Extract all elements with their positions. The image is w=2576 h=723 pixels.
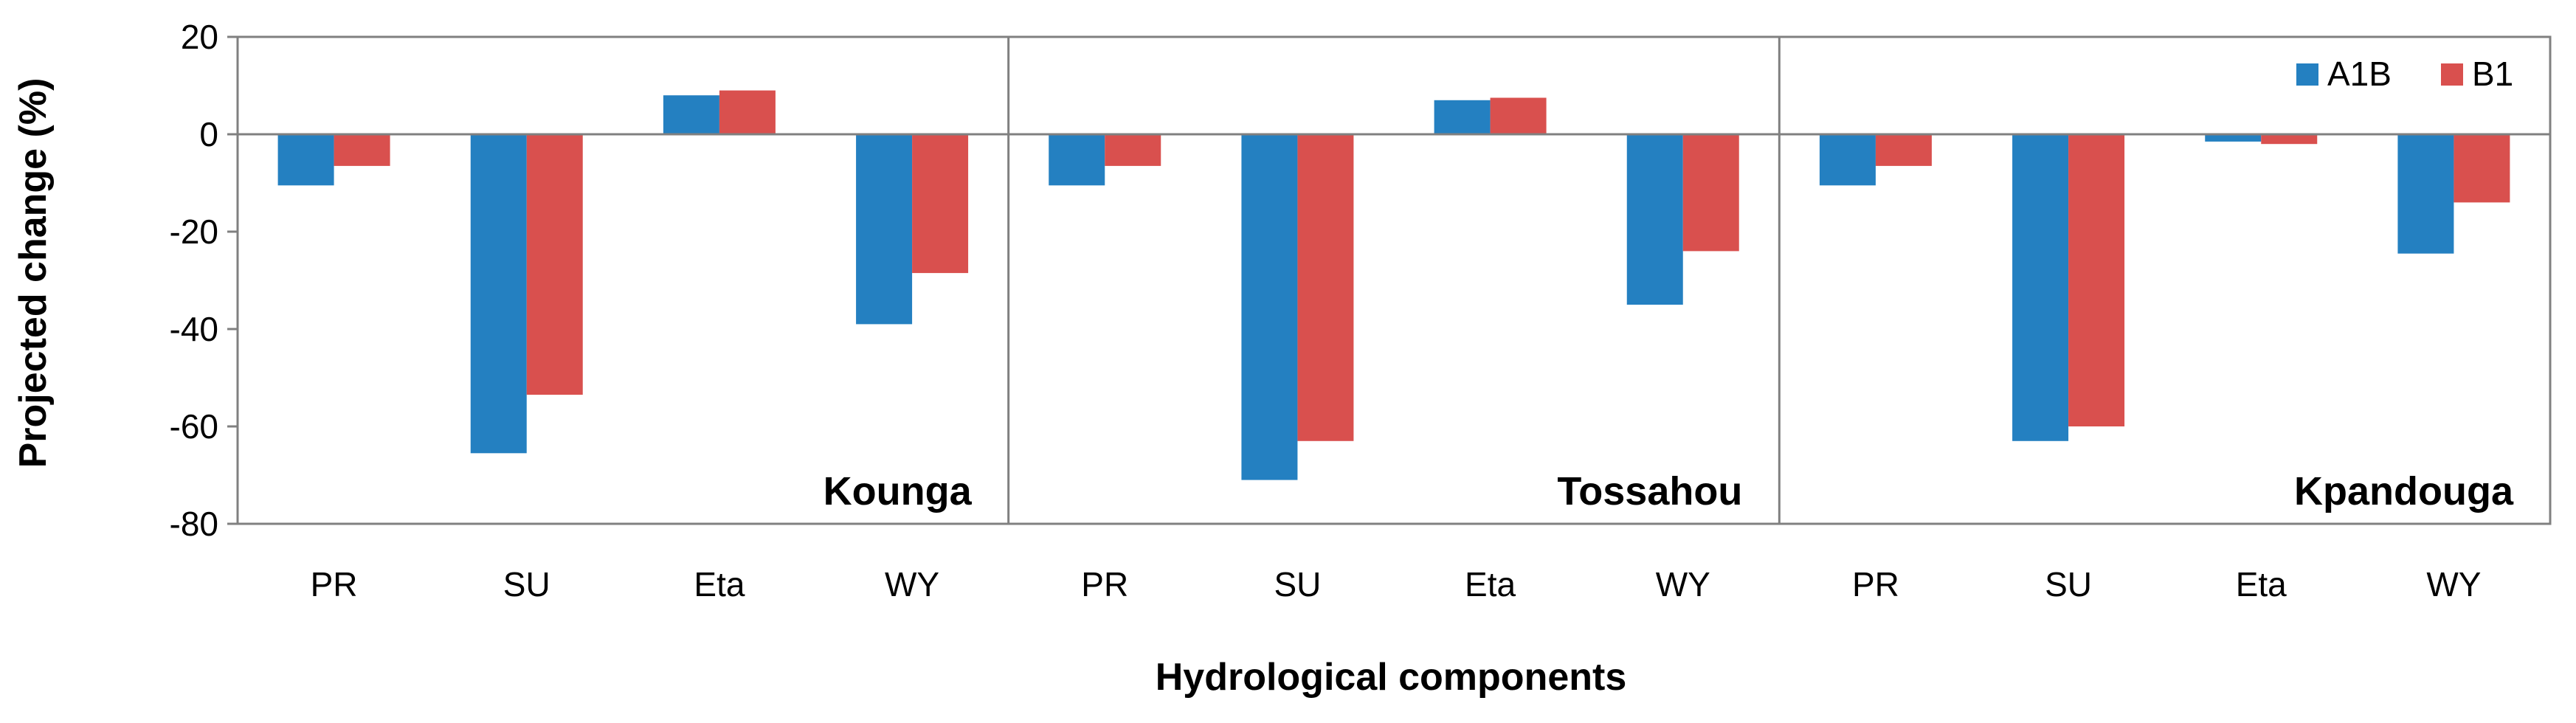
legend: A1B B1 bbox=[2296, 55, 2513, 93]
bar-tossahou-eta-a1b bbox=[1434, 100, 1491, 134]
bar-kounga-wy-a1b bbox=[856, 134, 913, 325]
category-labels: PR SU Eta WY PR SU Eta WY PR SU Eta WY bbox=[311, 565, 2482, 603]
bar-kpandouga-eta-a1b bbox=[2205, 134, 2262, 142]
category-label-wy: WY bbox=[1656, 565, 1710, 603]
legend-label-a1b: A1B bbox=[2327, 55, 2392, 93]
y-tick-label: 0 bbox=[199, 115, 218, 153]
bar-kpandouga-su-b1 bbox=[2068, 134, 2125, 426]
bar-kpandouga-su-a1b bbox=[2012, 134, 2069, 441]
panel-title-tossahou: Tossahou bbox=[1557, 469, 1742, 513]
bar-kounga-su-a1b bbox=[470, 134, 527, 454]
y-tick-label: -40 bbox=[170, 310, 218, 348]
bar-kounga-su-b1 bbox=[526, 134, 583, 395]
panel-frames bbox=[236, 35, 2552, 525]
y-tick-label: -60 bbox=[170, 407, 218, 446]
bars-layer bbox=[277, 90, 2510, 480]
bar-tossahou-eta-b1 bbox=[1490, 97, 1547, 134]
bar-kpandouga-pr-a1b bbox=[1819, 134, 1876, 186]
category-label-su: SU bbox=[503, 565, 550, 603]
bar-kpandouga-wy-a1b bbox=[2397, 134, 2454, 254]
category-label-pr: PR bbox=[1852, 565, 1899, 603]
category-label-pr: PR bbox=[1081, 565, 1128, 603]
bar-kounga-pr-b1 bbox=[334, 134, 390, 166]
x-axis-title: Hydrological components bbox=[1156, 656, 1627, 699]
panel-title-kpandouga: Kpandouga bbox=[2294, 469, 2514, 513]
legend-label-b1: B1 bbox=[2472, 55, 2513, 93]
y-tick-labels: 20 0 -20 -40 -60 -80 bbox=[170, 18, 218, 543]
y-tick-label: 20 bbox=[181, 18, 218, 56]
y-axis bbox=[227, 35, 2550, 525]
bar-kounga-eta-a1b bbox=[663, 95, 719, 134]
bar-tossahou-pr-a1b bbox=[1049, 134, 1105, 186]
plot-frame bbox=[236, 35, 2552, 525]
bar-kounga-pr-a1b bbox=[277, 134, 334, 186]
bar-kounga-wy-b1 bbox=[912, 134, 969, 274]
bar-tossahou-su-b1 bbox=[1297, 134, 1354, 441]
bar-kpandouga-wy-b1 bbox=[2454, 134, 2510, 203]
y-tick-label: -80 bbox=[170, 505, 218, 543]
category-label-eta: Eta bbox=[694, 565, 745, 603]
bar-kounga-eta-b1 bbox=[719, 90, 776, 134]
bar-tossahou-wy-a1b bbox=[1626, 134, 1683, 305]
legend-swatch-a1b bbox=[2296, 63, 2318, 86]
category-label-eta: Eta bbox=[2236, 565, 2287, 603]
bar-tossahou-wy-b1 bbox=[1682, 134, 1739, 252]
legend-swatch-b1 bbox=[2441, 63, 2463, 86]
category-label-pr: PR bbox=[311, 565, 358, 603]
category-label-wy: WY bbox=[2426, 565, 2481, 603]
y-axis-title: Projected change (%) bbox=[12, 78, 55, 468]
bar-kpandouga-eta-b1 bbox=[2261, 134, 2318, 145]
panel-titles: Kounga Tossahou Kpandouga bbox=[823, 469, 2514, 513]
category-label-wy: WY bbox=[885, 565, 939, 603]
category-label-su: SU bbox=[2045, 565, 2092, 603]
category-label-eta: Eta bbox=[1465, 565, 1516, 603]
bar-tossahou-su-a1b bbox=[1241, 134, 1298, 480]
category-label-su: SU bbox=[1274, 565, 1321, 603]
panel-title-kounga: Kounga bbox=[823, 469, 973, 513]
y-tick-label: -20 bbox=[170, 212, 218, 251]
bar-tossahou-pr-b1 bbox=[1105, 134, 1161, 166]
bar-kpandouga-pr-b1 bbox=[1875, 134, 1932, 166]
